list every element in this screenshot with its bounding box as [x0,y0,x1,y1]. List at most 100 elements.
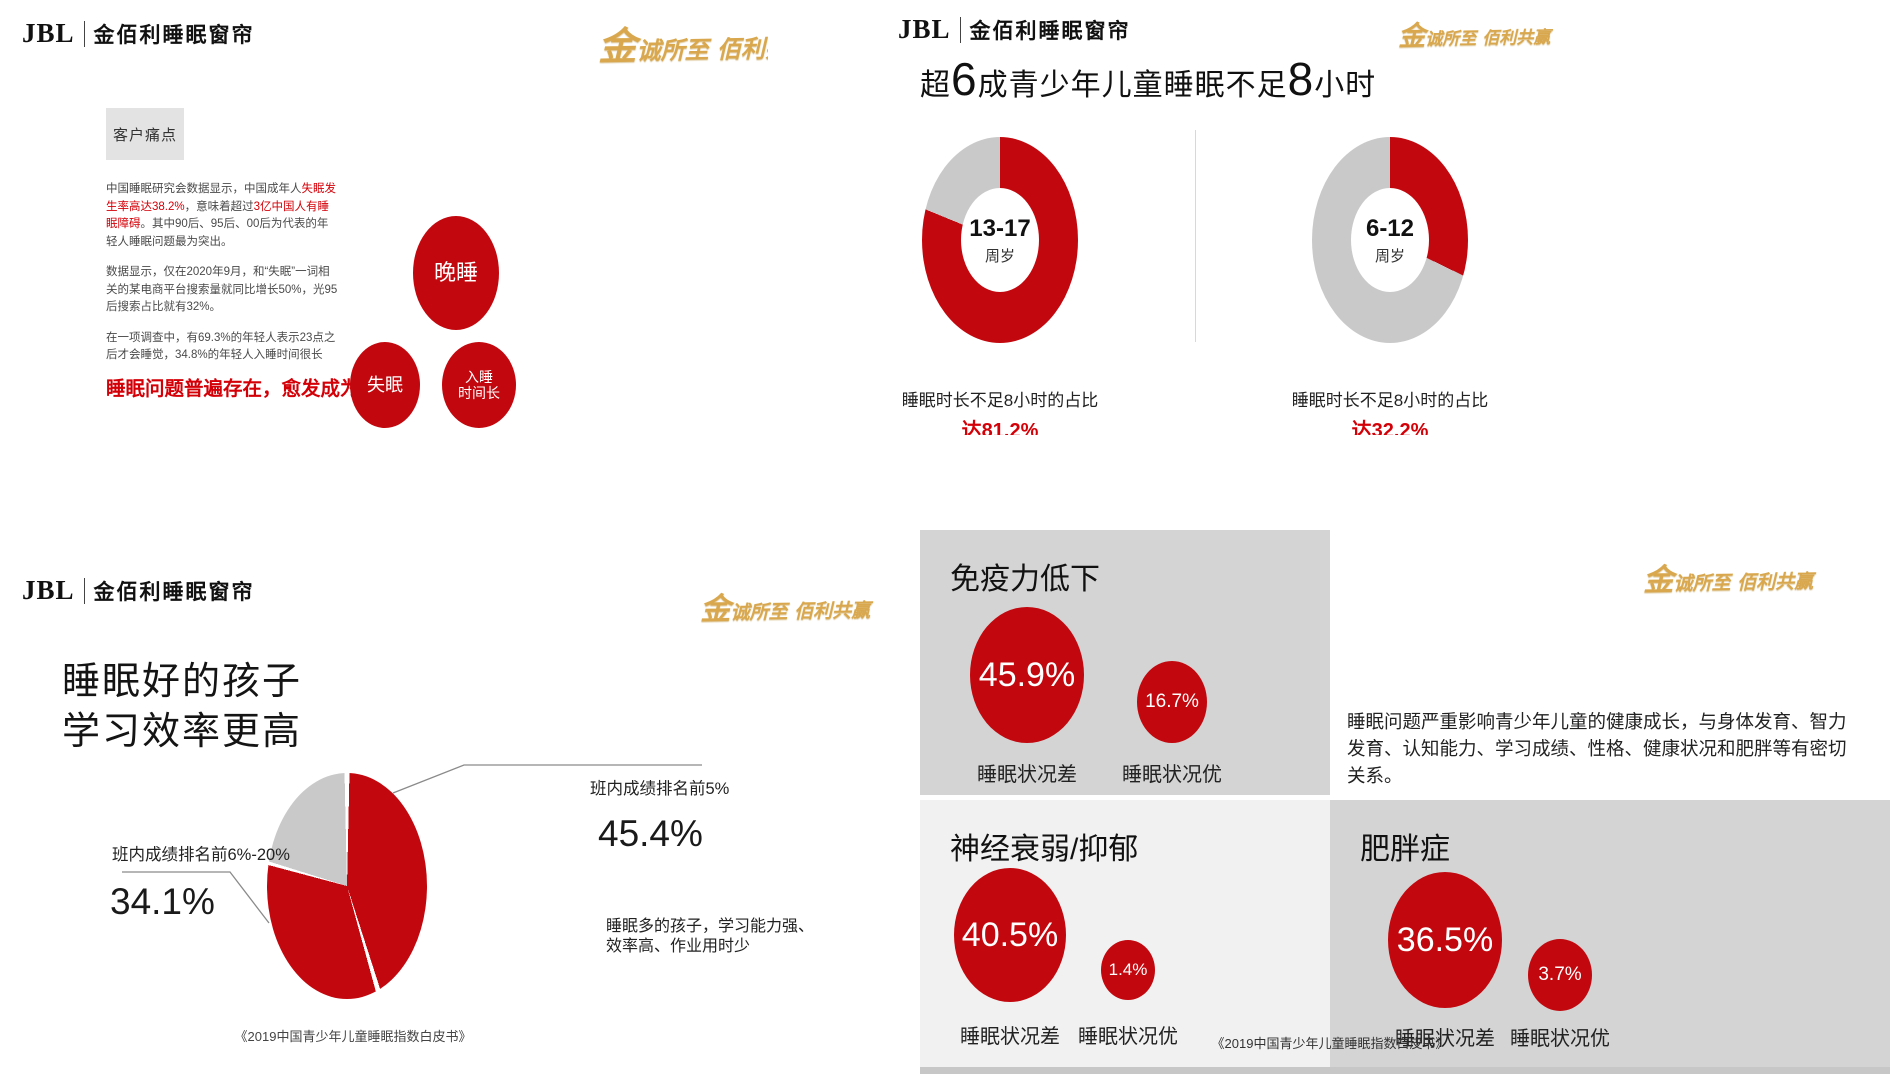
stat-circle-good-sleep: 3.7% [1528,939,1592,1011]
section-obesity: 肥胖症 36.5% 3.7% 睡眠状况差 睡眠状况优 [1330,800,1890,1074]
donut2-caption: 睡眠时长不足8小时的占比 达32.2% [1230,386,1550,435]
stat-label-poor: 睡眠状况差 [977,764,1077,786]
stat-label-poor: 睡眠状况差 [960,1026,1060,1048]
section-title: 免疫力低下 [950,563,1100,596]
donut2-caption-text: 睡眠时长不足8小时的占比 [1291,391,1489,410]
donut-age-range: 6-12 [1365,214,1415,242]
pain-point-tag-label: 客户痛点 [112,126,177,144]
stat-value: 1.4% [1108,960,1148,979]
pie-label-top5: 班内成绩排名前5% [590,780,730,798]
section-info: 金诚所至 佰利共赢 睡眠问题严重影响青少年儿童的健康成长，与身体发育、智力发育、… [1330,530,1890,795]
donut1-caption: 睡眠时长不足8小时的占比 达81.2% [840,386,1160,435]
donut-center-label: 13-17 周岁 [961,188,1039,292]
pain-point-paragraphs: 中国睡眠研究会数据显示，中国成年人失眠发生率高达38.2%，意味着超过3亿中国人… [106,181,338,378]
brand-chinese-name: 金佰利睡眠窗帘 [93,22,255,47]
title-line1: 睡眠好的孩子 [62,661,303,703]
pie-chart-grades [267,773,427,999]
donut1-caption-text: 睡眠时长不足8小时的占比 [901,391,1099,410]
stat-label-good: 睡眠状况优 [1122,764,1222,786]
gold-calligraphy-logo: 金诚所至 佰利共赢 [699,590,871,628]
p1-text3: 。其中90后、95后、00后为代表的年轻人睡眠问题最为突出。 [106,218,329,248]
bubble-long-onset: 入睡 时间长 [442,342,516,428]
source-citation: 《2019中国青少年儿童睡眠指数白皮书》 [1211,1036,1449,1051]
stat-value: 16.7% [1145,691,1199,712]
p1-highlight-300m: 3亿中国人有睡眠障碍 [106,200,330,231]
brand-chinese-name: 金佰利睡眠窗帘 [969,18,1131,43]
stat-value: 45.9% [978,655,1076,694]
donut2-value: 达32.2% [1351,420,1429,435]
bubble-insomnia-label: 失眠 [367,374,403,395]
gold-calligraphy-logo: 金诚所至 佰利共赢 [1397,19,1551,53]
slide-title: 睡眠好的孩子 学习效率更高 [62,657,302,757]
stat-circle-good-sleep: 1.4% [1101,940,1155,1000]
brand-chinese-name: 金佰利睡眠窗帘 [93,579,255,604]
donut-chart-13-17: 13-17 周岁 [922,137,1078,343]
donut-center-label: 6-12 周岁 [1351,188,1429,292]
stat-value: 3.7% [1538,964,1582,985]
donut-chart-6-12: 6-12 周岁 [1312,137,1468,343]
donut-age-unit: 周岁 [984,247,1015,265]
p1-highlight-insomnia-rate: 失眠发生率高达38.2% [106,183,336,213]
gold-calligraphy-logo: 金诚所至 佰利共赢 [597,24,768,70]
jbl-wordmark: JBL [22,18,75,48]
bubble-late-sleep: 晚睡 [413,216,499,330]
p1-text: 中国睡眠研究会数据显示，中国成年人 [106,183,302,195]
section-neurasthenia: 神经衰弱/抑郁 40.5% 1.4% 睡眠状况差 睡眠状况优 [920,800,1330,1074]
p1-text2: ，意味着超过 [184,200,254,213]
stat-value: 36.5% [1396,920,1494,959]
pain-headline: 睡眠问题普遍存在，愈发成为困扰 [106,378,399,400]
slide-title: 超6成青少年儿童睡眠不足8小时 [920,52,1376,106]
note-line2: 效率高、作业用时少 [606,938,751,955]
pain-point-tag: 客户痛点 [106,108,184,160]
jbl-wordmark: JBL [898,14,951,44]
pie-value-top6-20: 34.1% [110,881,215,922]
bubble-late-sleep-label: 晚睡 [433,260,478,286]
jbl-brand-logo: JBL 金佰利睡眠窗帘 [22,575,255,606]
stat-value: 40.5% [961,915,1059,954]
donut-age-unit: 周岁 [1374,247,1405,265]
slide-pain-points: JBL 金佰利睡眠窗帘 金诚所至 佰利共赢 客户痛点 中国睡眠研究会数据显示，中… [0,0,768,435]
paragraph-3: 在一项调查中，有69.3%的年轻人表示23点之后才会睡觉，34.8%的年轻人入睡… [106,331,336,362]
brand-divider [83,20,85,47]
slide-study-efficiency: JBL 金佰利睡眠窗帘 金诚所至 佰利共赢 睡眠好的孩子 学习效率更高 班内成绩… [0,435,920,1074]
stat-circle-good-sleep: 16.7% [1137,661,1207,743]
pie-label-top6-20: 班内成绩排名前6%-20% [112,846,290,864]
paragraph-2: 数据显示，仅在2020年9月，和“失眠”一词相关的某电商平台搜索量就同比增长50… [106,266,338,313]
pie-value-top5: 45.4% [598,813,703,854]
section-title: 肥胖症 [1360,833,1450,866]
jbl-brand-logo: JBL 金佰利睡眠窗帘 [22,18,255,49]
jbl-wordmark: JBL [22,575,75,605]
brand-divider [959,16,961,43]
slide-sleep-duration: JBL 金佰利睡眠窗帘 金诚所至 佰利共赢 超6成青少年儿童睡眠不足8小时 13… [768,0,1890,435]
title-number-8: 8 [1287,53,1315,105]
gold-calligraphy-logo: 金诚所至 佰利共赢 [1642,561,1814,599]
title-part: 成青少年儿童睡眠不足 [977,69,1288,102]
stat-circle-poor-sleep: 36.5% [1388,872,1502,1008]
chart-divider [1195,130,1196,342]
section-immunity: 免疫力低下 45.9% 16.7% 睡眠状况差 睡眠状况优 [920,530,1330,795]
bottom-strip [920,1067,1890,1074]
brand-divider [83,577,85,604]
info-paragraph: 睡眠问题严重影响青少年儿童的健康成长，与身体发育、智力发育、认知能力、学习成绩、… [1347,711,1847,786]
bubble-long-onset-line1: 入睡 [465,368,493,385]
source-citation: 《2019中国青少年儿童睡眠指数白皮书》 [234,1029,472,1044]
slide-health-impact: 免疫力低下 45.9% 16.7% 睡眠状况差 睡眠状况优 金诚所至 佰利共赢 … [920,435,1890,1074]
stat-label-poor: 睡眠状况差 [1395,1028,1495,1050]
title-part: 小时 [1314,69,1377,102]
jbl-brand-logo: JBL 金佰利睡眠窗帘 [898,14,1131,45]
paragraph-1: 中国睡眠研究会数据显示，中国成年人失眠发生率高达38.2%，意味着超过3亿中国人… [106,181,338,251]
section-title: 神经衰弱/抑郁 [950,833,1139,866]
stat-circle-poor-sleep: 40.5% [954,868,1066,1002]
stat-label-good: 睡眠状况优 [1078,1026,1178,1048]
bubble-insomnia: 失眠 [350,342,420,428]
title-line2: 学习效率更高 [62,711,303,753]
stat-circle-poor-sleep: 45.9% [970,607,1084,743]
note-line1: 睡眠多的孩子，学习能力强、 [606,918,815,935]
stat-label-good: 睡眠状况优 [1510,1028,1610,1050]
donut-age-range: 13-17 [969,214,1031,242]
note-text: 睡眠多的孩子，学习能力强、 效率高、作业用时少 [606,917,814,957]
donut1-value: 达81.2% [961,420,1039,435]
bubble-long-onset-line2: 时间长 [458,385,500,401]
title-number-6: 6 [951,53,978,105]
